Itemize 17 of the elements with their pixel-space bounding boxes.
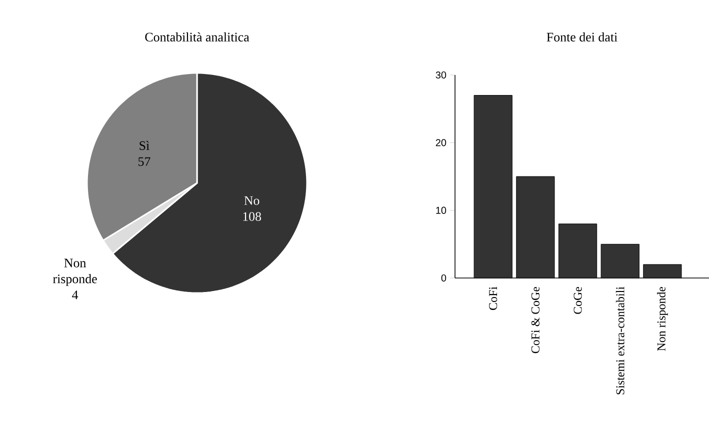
slice-label: Sì xyxy=(140,140,150,150)
x-tick-label: CoFi & CoGe xyxy=(531,286,540,354)
x-tick-label: CoFi xyxy=(489,286,498,310)
y-tick-label: 10 xyxy=(436,206,446,214)
y-tick-label: 20 xyxy=(436,139,446,146)
data-label: 57 xyxy=(138,157,150,166)
slice-label: Non risponde xyxy=(53,258,97,286)
chart-title: Fonte dei dati xyxy=(546,32,618,42)
x-tick-label: Non risponde xyxy=(657,286,668,351)
x-tick-label: Sistemi extra-contabili xyxy=(616,286,624,394)
y-tick-label: 30 xyxy=(436,71,446,79)
y-tick-label: 0 xyxy=(441,274,446,282)
data-label: 108 xyxy=(243,212,262,221)
chart-title: Contabilità analitica xyxy=(145,32,250,42)
slice-label: No xyxy=(244,196,260,205)
data-label: 4 xyxy=(72,290,78,300)
x-tick-label: CoGe xyxy=(574,286,582,314)
